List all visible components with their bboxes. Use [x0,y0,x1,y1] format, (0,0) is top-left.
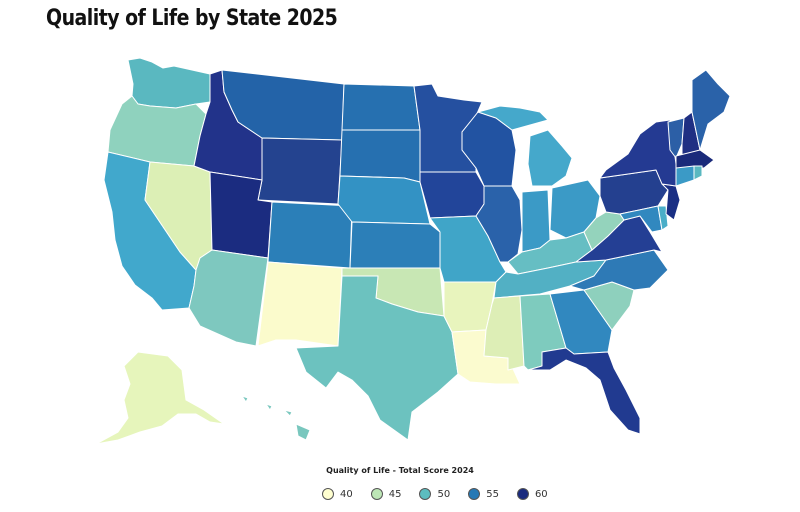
legend-label: 40 [340,488,353,500]
map-title: Quality of Life by State 2025 [46,6,338,31]
state-nm[interactable] [257,261,343,347]
state-ma[interactable] [675,149,715,169]
state-ne[interactable] [337,175,431,225]
state-az[interactable] [188,249,269,347]
legend-item[interactable]: 45 [370,488,402,500]
state-ia[interactable] [419,171,485,219]
state-co[interactable] [267,201,353,269]
state-ct[interactable] [675,165,695,187]
state-me[interactable] [691,69,731,151]
state-mi[interactable] [477,105,573,187]
state-sd[interactable] [339,129,421,183]
legend-item[interactable]: 55 [468,488,499,500]
state-hi[interactable] [241,395,311,441]
legend-swatch [468,488,481,500]
state-nd[interactable] [341,83,421,131]
state-ks[interactable] [349,221,441,269]
legend-swatch [370,488,383,500]
legend-title: Quality of Life - Total Score 2024 [326,466,474,475]
legend-label: 45 [388,488,402,500]
legend-swatch [419,488,432,500]
state-ak[interactable] [95,351,225,445]
state-in[interactable] [521,189,551,253]
legend-item[interactable]: 40 [322,488,353,500]
legend-label: 60 [534,488,548,500]
legend-item[interactable]: 60 [516,488,548,500]
legend-label: 50 [437,488,451,500]
state-de[interactable] [657,205,669,231]
state-wa[interactable] [127,57,211,109]
legend-swatch [516,488,529,500]
legend-swatch [322,488,334,500]
legend-item[interactable]: 50 [419,488,450,500]
state-tx[interactable] [295,275,459,441]
legend: 40 45 50 55 60 [322,488,566,500]
state-wy[interactable] [257,137,343,205]
legend-label: 55 [486,488,499,500]
state-ri[interactable] [693,165,703,181]
state-vt[interactable] [667,117,685,159]
state-fl[interactable] [527,347,641,435]
